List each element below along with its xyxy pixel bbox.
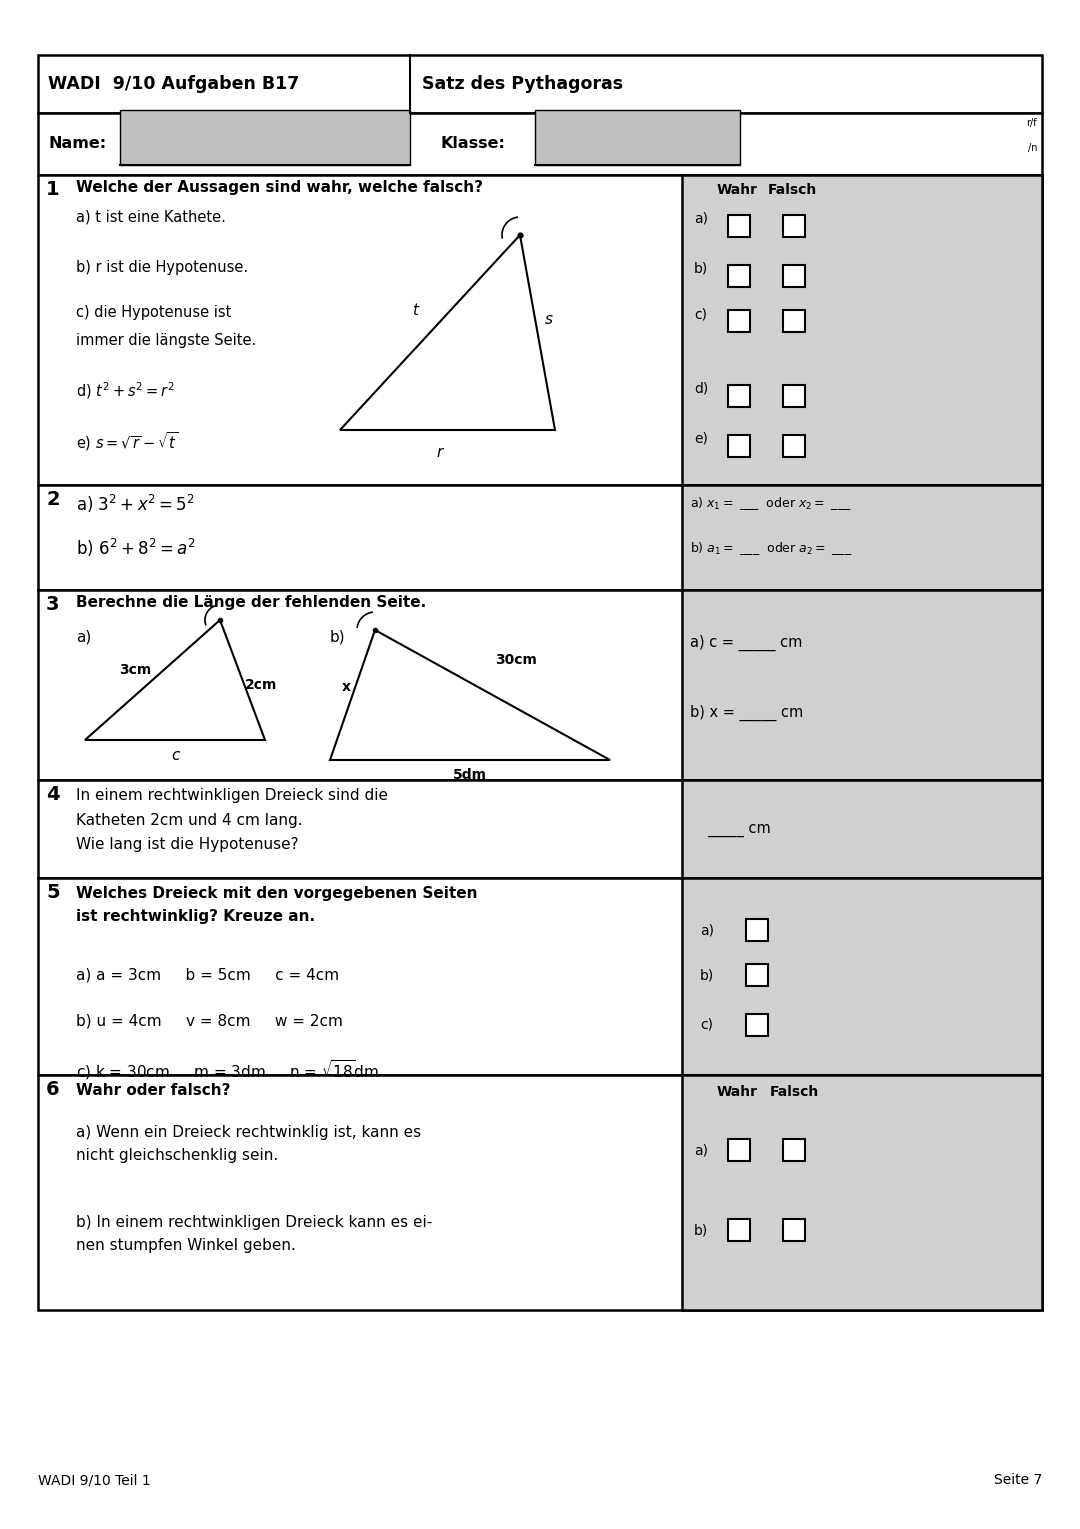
Bar — [38, 590, 1042, 780]
Text: _____ cm: _____ cm — [707, 823, 771, 836]
Text: Falsch: Falsch — [768, 183, 816, 197]
Text: In einem rechtwinkligen Dreieck sind die
Katheten 2cm und 4 cm lang.
Wie lang is: In einem rechtwinkligen Dreieck sind die… — [76, 787, 388, 852]
Bar — [38, 1075, 1042, 1310]
Text: WADI 9/10 Teil 1: WADI 9/10 Teil 1 — [38, 1472, 151, 1488]
Bar — [783, 1219, 805, 1242]
Text: r/f: r/f — [1026, 118, 1037, 128]
Bar — [783, 310, 805, 332]
Text: b): b) — [700, 968, 714, 982]
Text: d): d) — [694, 382, 708, 396]
Text: a): a) — [694, 213, 708, 226]
Bar — [746, 963, 768, 986]
Bar — [38, 174, 1042, 485]
Text: a) $x_1 =$ ___  oder $x_2 =$ ___: a) $x_1 =$ ___ oder $x_2 =$ ___ — [690, 495, 852, 512]
Text: a) c = _____ cm: a) c = _____ cm — [690, 635, 802, 651]
Text: b) $6^2 + 8^2 = a^2$: b) $6^2 + 8^2 = a^2$ — [76, 537, 195, 560]
Text: b) r ist die Hypotenuse.: b) r ist die Hypotenuse. — [76, 260, 248, 275]
Text: c): c) — [700, 1018, 713, 1032]
Bar — [681, 878, 1042, 1075]
Text: a): a) — [700, 924, 714, 937]
Text: a): a) — [694, 1144, 708, 1157]
Bar — [728, 216, 750, 237]
Bar — [681, 485, 1042, 590]
Text: b): b) — [694, 1223, 708, 1237]
Bar — [728, 310, 750, 332]
Text: e): e) — [694, 433, 707, 446]
Bar — [38, 485, 1042, 590]
Text: Wahr oder falsch?: Wahr oder falsch? — [76, 1083, 230, 1098]
Text: Wahr: Wahr — [716, 1086, 757, 1099]
Text: Klasse:: Klasse: — [440, 136, 504, 151]
Bar — [728, 385, 750, 407]
Text: 3: 3 — [46, 595, 59, 615]
Bar — [535, 110, 740, 165]
Text: c) die Hypotenuse ist: c) die Hypotenuse ist — [76, 304, 231, 320]
Text: b) u = 4cm     v = 8cm     w = 2cm: b) u = 4cm v = 8cm w = 2cm — [76, 1014, 342, 1027]
Bar — [783, 385, 805, 407]
Text: d) $t^2 + s^2 = r^2$: d) $t^2 + s^2 = r^2$ — [76, 381, 175, 401]
Text: a) Wenn ein Dreieck rechtwinklig ist, kann es
nicht gleichschenklig sein.: a) Wenn ein Dreieck rechtwinklig ist, ka… — [76, 1125, 421, 1164]
Bar — [120, 110, 410, 165]
Bar — [38, 878, 1042, 1075]
Bar — [681, 174, 1042, 485]
Bar — [783, 265, 805, 287]
Text: Welches Dreieck mit den vorgegebenen Seiten
ist rechtwinklig? Kreuze an.: Welches Dreieck mit den vorgegebenen Sei… — [76, 885, 477, 925]
Bar — [728, 1139, 750, 1161]
Text: a) a = 3cm     b = 5cm     c = 4cm: a) a = 3cm b = 5cm c = 4cm — [76, 968, 339, 983]
Text: b): b) — [330, 630, 346, 645]
Text: c): c) — [694, 307, 707, 321]
Text: x: x — [342, 680, 351, 694]
Text: Berechne die Länge der fehlenden Seite.: Berechne die Länge der fehlenden Seite. — [76, 595, 427, 610]
Text: /n: /n — [1027, 144, 1037, 153]
Text: 5: 5 — [46, 884, 59, 902]
Bar — [681, 780, 1042, 878]
Bar — [38, 113, 1042, 174]
Text: c) k = 30cm     m = 3dm     n = $\sqrt{18}$dm: c) k = 30cm m = 3dm n = $\sqrt{18}$dm — [76, 1058, 379, 1083]
Bar — [728, 1219, 750, 1242]
Text: b) In einem rechtwinkligen Dreieck kann es ei-
nen stumpfen Winkel geben.: b) In einem rechtwinkligen Dreieck kann … — [76, 1216, 432, 1254]
Text: immer die längste Seite.: immer die längste Seite. — [76, 333, 256, 349]
Text: a) t ist eine Kathete.: a) t ist eine Kathete. — [76, 209, 226, 225]
Text: Seite 7: Seite 7 — [994, 1472, 1042, 1488]
Text: 2: 2 — [46, 489, 59, 509]
Text: 3cm: 3cm — [119, 664, 151, 677]
Bar — [746, 1014, 768, 1037]
Text: Welche der Aussagen sind wahr, welche falsch?: Welche der Aussagen sind wahr, welche fa… — [76, 180, 483, 196]
Text: t: t — [411, 303, 418, 318]
Text: Wahr: Wahr — [716, 183, 757, 197]
Text: a) $3^2 + x^2 = 5^2$: a) $3^2 + x^2 = 5^2$ — [76, 492, 195, 515]
Text: c: c — [171, 748, 179, 763]
Text: 30cm: 30cm — [495, 653, 537, 667]
Bar — [728, 265, 750, 287]
Bar — [728, 434, 750, 457]
Text: 1: 1 — [46, 180, 59, 199]
Bar — [783, 434, 805, 457]
Text: s: s — [545, 312, 553, 327]
Text: Name:: Name: — [48, 136, 106, 151]
Text: b) $a_1 =$ ___  oder $a_2 =$ ___: b) $a_1 =$ ___ oder $a_2 =$ ___ — [690, 540, 852, 557]
Bar — [783, 216, 805, 237]
Bar — [746, 919, 768, 940]
Text: e) $s = \sqrt{r} - \sqrt{t}$: e) $s = \sqrt{r} - \sqrt{t}$ — [76, 430, 178, 453]
Bar — [783, 1139, 805, 1161]
Text: b): b) — [694, 261, 708, 277]
Text: Falsch: Falsch — [769, 1086, 819, 1099]
Bar — [38, 55, 1042, 113]
Text: 6: 6 — [46, 1079, 59, 1099]
Bar — [681, 590, 1042, 780]
Text: 5dm: 5dm — [453, 768, 487, 781]
Text: WADI  9/10 Aufgaben B17: WADI 9/10 Aufgaben B17 — [48, 75, 299, 93]
Text: a): a) — [76, 630, 91, 645]
Text: r: r — [437, 445, 443, 460]
Bar — [681, 1075, 1042, 1310]
Bar — [38, 780, 1042, 878]
Text: Satz des Pythagoras: Satz des Pythagoras — [422, 75, 623, 93]
Text: 4: 4 — [46, 784, 59, 804]
Text: b) x = _____ cm: b) x = _____ cm — [690, 705, 804, 722]
Text: 2cm: 2cm — [245, 677, 278, 693]
